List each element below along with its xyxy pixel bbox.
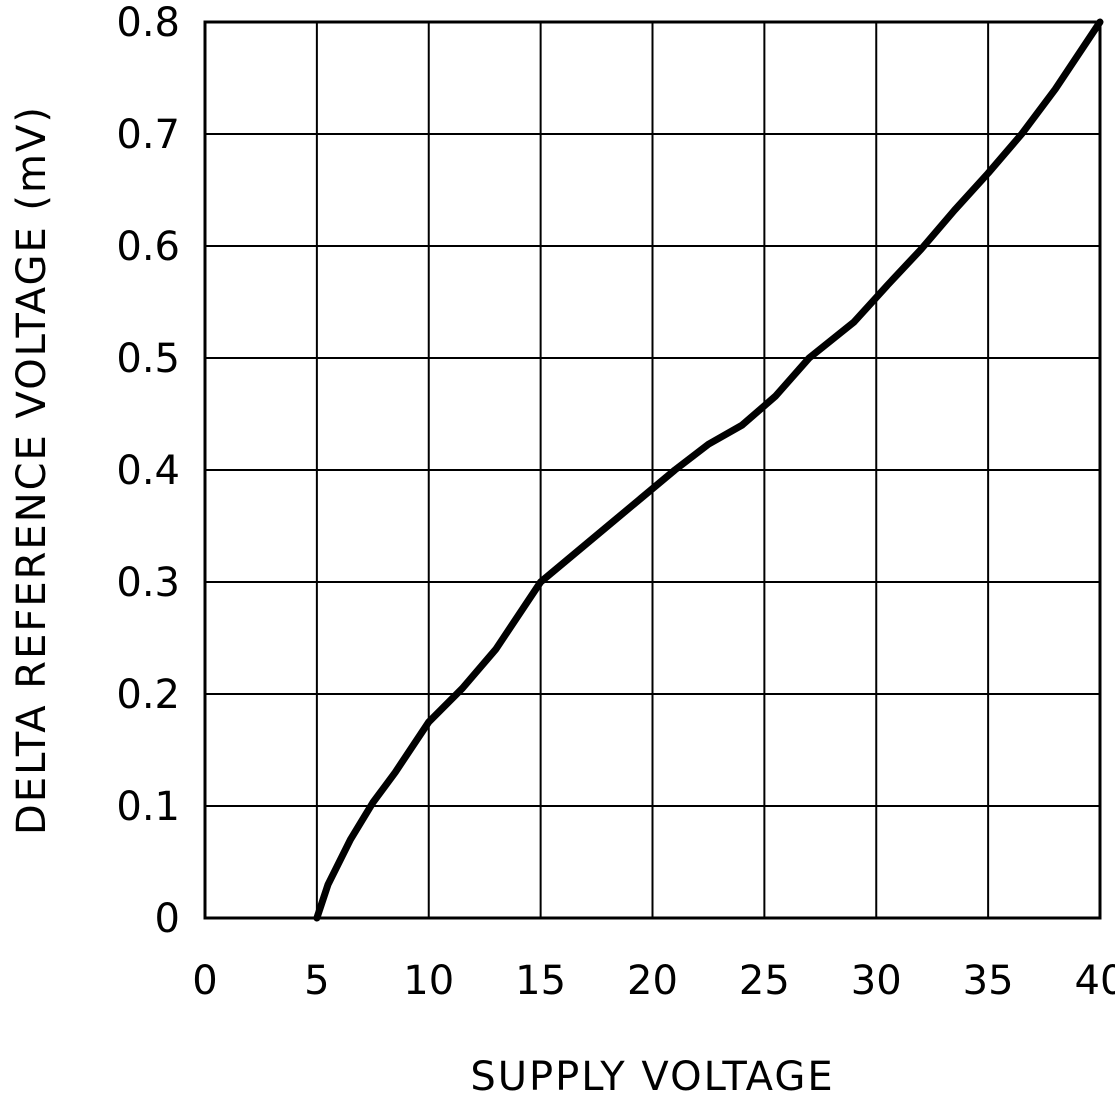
x-tick-label: 40 bbox=[1075, 958, 1115, 1004]
x-tick-label: 20 bbox=[627, 958, 678, 1004]
y-tick-label: 0.1 bbox=[116, 784, 180, 830]
plot-frame bbox=[203, 20, 1102, 920]
y-tick-label: 0.4 bbox=[116, 448, 180, 494]
y-tick-label: 0.2 bbox=[116, 672, 180, 718]
x-tick-label: 10 bbox=[403, 958, 454, 1004]
x-axis-title: SUPPLY VOLTAGE bbox=[470, 1054, 834, 1094]
x-tick-label: 15 bbox=[515, 958, 566, 1004]
x-tick-label: 25 bbox=[739, 958, 790, 1004]
y-tick-label: 0.8 bbox=[116, 0, 180, 46]
series bbox=[313, 18, 1104, 922]
series-line bbox=[313, 18, 1104, 922]
y-tick-label: 0.3 bbox=[116, 560, 180, 606]
y-tick-label: 0.5 bbox=[116, 336, 180, 382]
y-axis-ticks: 0 0.1 0.2 0.3 0.4 0.5 0.6 0.7 0.8 bbox=[116, 0, 180, 942]
y-tick-label: 0.6 bbox=[116, 224, 180, 270]
x-tick-label: 0 bbox=[192, 958, 217, 1004]
x-tick-label: 30 bbox=[851, 958, 902, 1004]
y-tick-label: 0.7 bbox=[116, 112, 180, 158]
x-axis-ticks: 0 5 10 15 20 25 30 35 40 bbox=[192, 958, 1115, 1004]
x-tick-label: 35 bbox=[963, 958, 1014, 1004]
x-tick-label: 5 bbox=[304, 958, 329, 1004]
y-tick-label: 0 bbox=[155, 896, 180, 942]
grid bbox=[204, 21, 1101, 919]
y-axis-title: DELTA REFERENCE VOLTAGE (mV) bbox=[9, 105, 55, 835]
